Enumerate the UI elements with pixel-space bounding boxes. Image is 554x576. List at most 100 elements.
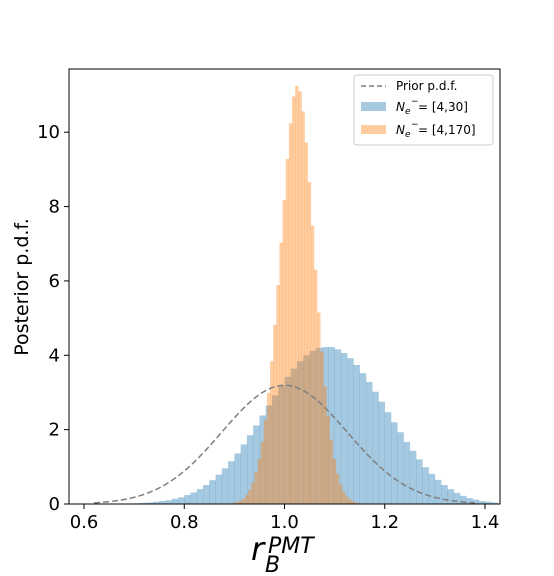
x-axis-ticks: 0.6 0.8 1.0 1.2 1.4	[70, 504, 500, 533]
legend: Prior p.d.f. N e − = [4,30] N e − = [4,1…	[353, 74, 494, 146]
bar-series-b-9	[257, 459, 261, 504]
legend-series-b-label: N e − = [4,170]	[396, 120, 476, 140]
x-tick-label: 1.4	[471, 512, 500, 533]
histogram-series-b	[229, 85, 362, 504]
bar-series-b-30	[323, 386, 327, 504]
x-axis-label: r B PMT	[251, 530, 315, 576]
bar-series-a-10	[196, 489, 204, 504]
bar-series-a-11	[203, 485, 210, 504]
svg-text:e: e	[405, 130, 411, 140]
bar-series-b-38	[348, 499, 352, 504]
bar-series-a-27	[303, 355, 310, 504]
x-tick-label: 1.0	[270, 512, 299, 533]
bar-series-a-42	[397, 432, 404, 504]
svg-text:e: e	[405, 107, 411, 117]
bar-series-a-48	[434, 479, 442, 504]
bar-series-b-8	[254, 472, 258, 504]
bar-series-a-26	[297, 361, 304, 504]
bar-series-a-41	[391, 422, 398, 504]
bar-series-a-34	[347, 358, 354, 504]
bar-series-a-3	[152, 501, 160, 504]
bar-series-b-4	[241, 498, 246, 504]
bar-series-b-24	[304, 142, 308, 504]
bar-series-a-7	[178, 497, 185, 504]
bar-series-a-18	[246, 435, 254, 504]
bar-series-a-14	[221, 468, 229, 504]
bar-series-a-12	[209, 480, 216, 504]
bar-series-b-21	[295, 85, 299, 504]
x-tick-label: 0.8	[170, 512, 199, 533]
bar-series-b-12	[266, 392, 271, 504]
bar-series-b-5	[245, 495, 249, 504]
bar-series-b-14	[273, 324, 277, 504]
bar-series-a-23	[278, 385, 285, 504]
y-tick-label: 2	[49, 420, 60, 441]
bar-series-a-43	[403, 441, 411, 504]
y-tick-label: 10	[37, 122, 60, 143]
bar-series-b-7	[251, 482, 255, 504]
bar-series-b-28	[317, 312, 321, 504]
bar-series-a-44	[409, 450, 417, 504]
bar-series-a-40	[384, 412, 392, 504]
bar-series-a-51	[453, 492, 461, 504]
legend-prior-label: Prior p.d.f.	[396, 79, 457, 93]
bar-series-b-22	[298, 91, 302, 504]
svg-text:−: −	[411, 120, 419, 130]
bar-series-a-8	[184, 495, 191, 504]
bar-series-a-39	[378, 401, 386, 504]
bar-series-a-2	[146, 502, 154, 504]
bar-series-b-29	[320, 351, 324, 504]
bar-series-a-45	[416, 459, 423, 504]
bar-series-b-33	[332, 459, 337, 504]
bar-series-a-22	[271, 395, 279, 504]
x-tick-label: 1.2	[370, 512, 399, 533]
y-axis-label: Posterior p.d.f.	[11, 218, 33, 356]
bar-series-b-2	[235, 502, 240, 504]
bar-series-b-10	[260, 441, 265, 504]
bar-series-a-57	[491, 502, 498, 504]
bar-series-a-9	[190, 492, 198, 504]
bar-series-a-35	[353, 364, 360, 504]
bar-series-a-16	[234, 453, 241, 504]
bar-series-b-17	[282, 199, 287, 504]
bar-series-a-24	[284, 376, 292, 504]
bar-series-a-21	[265, 405, 273, 504]
svg-text:= [4,30]: = [4,30]	[418, 100, 468, 114]
bar-series-a-6	[171, 498, 179, 504]
bar-series-b-26	[310, 225, 315, 504]
prior-pdf-line	[94, 384, 475, 504]
bar-series-b-35	[339, 484, 343, 504]
bar-series-a-49	[441, 485, 448, 504]
bar-series-a-29	[315, 347, 323, 504]
svg-text:N: N	[396, 100, 405, 114]
bar-series-a-38	[372, 391, 379, 504]
y-tick-label: 4	[49, 345, 60, 366]
bar-series-a-17	[240, 444, 248, 504]
bar-series-b-27	[313, 269, 318, 504]
svg-text:N: N	[396, 123, 405, 137]
bar-series-b-25	[307, 182, 312, 504]
x-tick-label: 0.6	[70, 512, 99, 533]
svg-text:B: B	[265, 553, 280, 576]
bar-series-a-5	[165, 500, 173, 504]
y-axis-ticks: 0 2 4 6 8 10	[37, 122, 69, 515]
bar-series-a-37	[365, 382, 373, 504]
bar-series-b-18	[285, 158, 290, 504]
bar-series-a-1	[140, 502, 147, 504]
y-tick-label: 6	[49, 271, 60, 292]
bar-series-a-52	[459, 495, 467, 504]
bar-series-b-40	[354, 502, 359, 504]
bar-series-a-46	[422, 467, 429, 504]
bar-series-a-15	[228, 461, 235, 504]
bar-series-b-32	[329, 439, 334, 504]
bar-series-a-19	[253, 425, 260, 504]
bar-series-a-13	[215, 474, 223, 504]
bar-series-a-36	[359, 373, 367, 504]
bar-series-b-6	[248, 489, 252, 504]
bar-series-b-20	[292, 96, 296, 504]
bar-series-b-15	[276, 285, 280, 504]
bar-series-a-53	[466, 498, 473, 504]
svg-text:−: −	[411, 97, 419, 107]
legend-series-b-swatch	[361, 125, 386, 134]
bar-series-a-32	[334, 349, 342, 504]
